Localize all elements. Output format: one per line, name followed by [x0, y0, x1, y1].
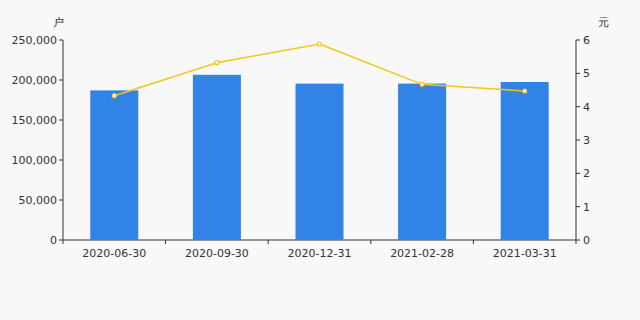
- y-tick-label: 250,000: [12, 34, 58, 47]
- y-tick-label: 0: [50, 234, 57, 247]
- x-tick-label: 2020-06-30: [82, 247, 146, 260]
- y2-tick: [576, 40, 580, 41]
- y2-tick: [576, 106, 580, 107]
- y2-tick-label: 1: [583, 201, 590, 214]
- line: [114, 44, 524, 96]
- y-tick-label: 200,000: [12, 74, 58, 87]
- plot-area: [90, 42, 548, 240]
- y-tick-label: 50,000: [19, 194, 58, 207]
- y-tick: [59, 80, 63, 81]
- y2-tick: [576, 140, 580, 141]
- y2-tick-label: 5: [583, 67, 590, 80]
- y-tick: [59, 160, 63, 161]
- chart: 0 50,000 100,000 150,000 200,000 250,000 0 1 2 3 4…: [0, 0, 640, 320]
- y-tick: [59, 200, 63, 201]
- x-tick: [576, 240, 577, 244]
- y2-tick: [576, 73, 580, 74]
- line-marker: [112, 94, 116, 98]
- bar: [90, 90, 138, 240]
- y2-tick: [576, 240, 580, 241]
- x-tick: [370, 240, 371, 244]
- y-tick: [59, 40, 63, 41]
- y2-tick-label: 4: [583, 101, 590, 114]
- x-tick: [473, 240, 474, 244]
- y2-tick-label: 0: [583, 234, 590, 247]
- y2-tick-label: 2: [583, 167, 590, 180]
- y2-axis-label: 元: [598, 16, 609, 29]
- y2-tick-label: 6: [583, 34, 590, 47]
- x-tick: [165, 240, 166, 244]
- line-marker: [420, 82, 424, 86]
- background: [0, 0, 640, 320]
- y-axis-label: 户: [53, 16, 64, 29]
- bar: [501, 82, 549, 240]
- x-tick-label: 2021-03-31: [493, 247, 557, 260]
- y-tick: [59, 120, 63, 121]
- y-tick-label: 150,000: [12, 114, 58, 127]
- bar: [296, 84, 344, 240]
- x-tick-label: 2020-12-31: [288, 247, 352, 260]
- y2-tick-label: 3: [583, 134, 590, 147]
- y2-tick: [576, 173, 580, 174]
- y-tick: [59, 240, 63, 241]
- line-marker: [215, 61, 219, 65]
- line-marker: [523, 89, 527, 93]
- line-marker: [318, 42, 322, 46]
- x-tick-label: 2020-09-30: [185, 247, 249, 260]
- y-tick-label: 100,000: [12, 154, 58, 167]
- bar: [193, 75, 241, 240]
- x-tick-label: 2021-02-28: [390, 247, 454, 260]
- bar: [398, 84, 446, 240]
- x-tick: [63, 240, 64, 244]
- y-axis: [63, 40, 64, 240]
- x-tick: [268, 240, 269, 244]
- y2-tick: [576, 206, 580, 207]
